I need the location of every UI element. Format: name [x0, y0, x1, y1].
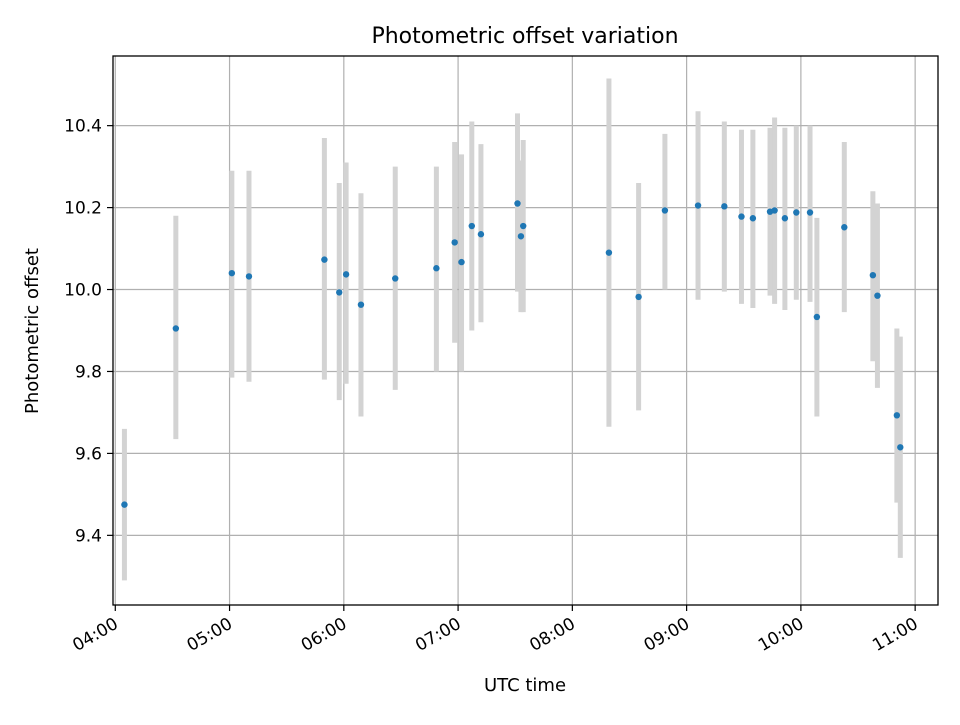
data-point [321, 256, 328, 263]
data-point [841, 224, 848, 231]
y-tick-label: 9.6 [75, 444, 102, 464]
data-point [228, 269, 236, 277]
data-point [517, 233, 525, 240]
data-point [749, 215, 757, 222]
data-point [121, 501, 128, 508]
errorbar-layer [121, 78, 903, 581]
data-point [172, 325, 180, 332]
data-point [893, 412, 901, 419]
y-tick-label: 10.2 [64, 199, 102, 219]
data-point [605, 249, 613, 256]
axes-frame [112, 55, 939, 606]
x-tick-label: 07:00 [412, 614, 464, 656]
data-point [245, 273, 253, 280]
y-axis-label: Photometric offset [22, 248, 43, 414]
data-point [451, 239, 458, 246]
x-tick-label: 08:00 [526, 614, 578, 656]
data-point [661, 207, 669, 214]
data-point [392, 275, 399, 282]
y-tick-label: 10.4 [64, 117, 102, 137]
grid-layer [113, 56, 938, 605]
chart-title: Photometric offset variation [371, 24, 678, 49]
data-point [520, 222, 527, 230]
data-point [781, 215, 789, 222]
data-point [477, 231, 485, 238]
x-tick-label: 11:00 [869, 614, 921, 656]
data-point [635, 293, 642, 301]
data-point [694, 202, 702, 209]
data-point [738, 213, 745, 220]
x-tick-label: 06:00 [298, 614, 350, 656]
data-point [771, 207, 778, 214]
y-tick-label: 9.8 [75, 362, 102, 382]
data-point [897, 444, 904, 451]
data-point [874, 292, 881, 299]
x-tick-label: 05:00 [184, 614, 236, 656]
data-point [458, 258, 465, 266]
data-point [813, 313, 821, 321]
data-point [342, 271, 350, 278]
data-point [806, 209, 814, 216]
x-axis-label: UTC time [484, 675, 566, 696]
data-point [721, 203, 728, 210]
x-tick-label: 04:00 [69, 614, 121, 656]
y-tick-label: 9.4 [75, 526, 102, 546]
y-tick-label: 10.0 [64, 281, 102, 301]
x-tick-label: 09:00 [641, 614, 693, 656]
data-point [357, 301, 365, 308]
data-point [869, 271, 877, 279]
data-point [433, 265, 440, 272]
data-point [793, 209, 800, 216]
data-point [336, 289, 343, 296]
data-point [514, 200, 521, 207]
tick-layer: 04:00 05:00 06:00 07:00 08:00 09:00 10:00 11:00… [64, 117, 922, 656]
x-tick-label: 10:00 [755, 614, 807, 656]
data-point [468, 222, 475, 230]
point-layer [121, 200, 904, 508]
